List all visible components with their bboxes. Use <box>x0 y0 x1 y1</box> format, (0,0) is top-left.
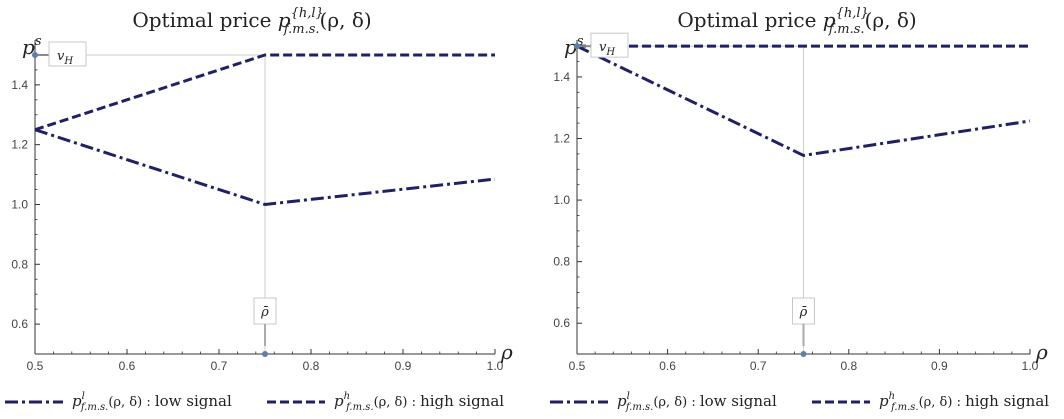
series-line-high-signal <box>34 53 495 132</box>
series-line-low-signal <box>34 128 496 207</box>
x-tick-label: 0.7 <box>750 359 767 373</box>
vh-point <box>574 43 580 50</box>
y-tick-label: 1.4 <box>553 70 570 84</box>
legend-right: pl f.m.s.(ρ, δ) : low signal ph f.m.s.(ρ, δ… <box>550 391 1049 413</box>
annotation-rho-bar: ρ̄ <box>799 305 808 320</box>
y-tick-label: 0.6 <box>11 317 28 331</box>
rho-bar-point <box>262 351 268 357</box>
x-tick-label: 0.5 <box>27 359 44 373</box>
legend-label-high-signal: ph f.m.s.(ρ, δ) : high signal <box>334 391 504 413</box>
x-tick-label: 0.5 <box>569 359 586 373</box>
x-tick-label: 0.8 <box>303 359 320 373</box>
x-tick-label: 0.8 <box>840 359 857 373</box>
legend-left: pl f.m.s.(ρ, δ) : low signal ph f.m.s.(ρ, δ… <box>5 391 504 413</box>
x-axis-label: ρ <box>500 340 513 364</box>
x-tick-label: 0.9 <box>931 359 948 373</box>
x-tick-label: 1.0 <box>1022 359 1039 373</box>
y-tick-label: 0.8 <box>11 257 28 271</box>
chart-panel-left: Optimal price p{h,l} f.m.s.(ρ, δ) 0.5 0.6 0.… <box>11 6 513 373</box>
vh-point <box>32 51 38 58</box>
legend-label-low-signal: pl f.m.s.(ρ, δ) : low signal <box>617 391 777 413</box>
x-tick-label: 0.9 <box>395 359 412 373</box>
annotation-vh: vH <box>599 40 615 58</box>
x-tick-label: 1.0 <box>487 359 504 373</box>
x-tick-label: 0.6 <box>659 359 676 373</box>
rho-bar-point <box>800 351 807 357</box>
chart-title: Optimal price p{h,l} f.m.s.(ρ, δ) <box>677 6 916 37</box>
y-tick-label: 1.2 <box>553 132 570 146</box>
y-tick-label: 0.6 <box>553 316 570 330</box>
y-tick-label: 1.4 <box>11 78 28 92</box>
annotation-rho-bar: ρ̄ <box>260 305 269 320</box>
y-tick-label: 1.0 <box>11 197 28 211</box>
annotation-vh: vH <box>57 49 73 67</box>
y-tick-label: 1.2 <box>11 138 28 152</box>
y-axis-label: ps <box>22 34 42 59</box>
callout-box <box>590 32 629 58</box>
legend-label-low-signal: pl f.m.s.(ρ, δ) : low signal <box>72 391 232 413</box>
x-axis-label: ρ <box>1035 340 1048 364</box>
x-tick-label: 0.6 <box>119 359 136 373</box>
series-line-low-signal <box>576 44 1031 157</box>
y-axis-label: ps <box>564 34 584 59</box>
y-tick-label: 1.0 <box>553 193 570 207</box>
y-tick-label: 0.8 <box>553 255 570 269</box>
x-tick-label: 0.7 <box>211 359 228 373</box>
legend-label-high-signal: ph f.m.s.(ρ, δ) : high signal <box>879 391 1049 413</box>
callout-box <box>48 41 87 67</box>
chart-title: Optimal price p{h,l} f.m.s.(ρ, δ) <box>132 6 371 37</box>
chart-panel-right: Optimal price p{h,l} f.m.s.(ρ, δ) 0.5 0.6 0.… <box>553 6 1048 373</box>
